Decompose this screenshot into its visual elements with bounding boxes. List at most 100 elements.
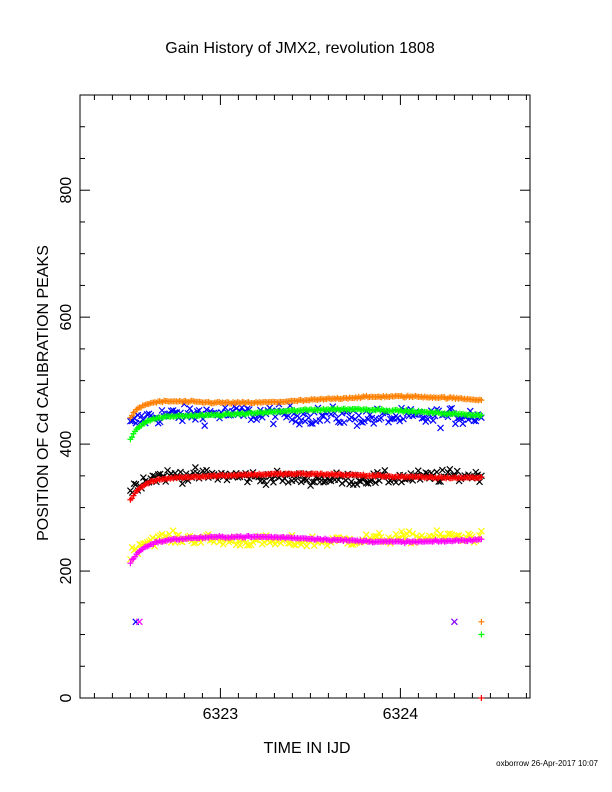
series-1-point bbox=[392, 478, 400, 486]
outlier-point bbox=[450, 618, 458, 626]
series-0-point bbox=[472, 417, 480, 425]
series-1-point bbox=[154, 471, 162, 478]
series-1-point bbox=[177, 468, 184, 476]
series-1-point bbox=[446, 465, 454, 473]
series-2-point bbox=[448, 531, 456, 539]
series-0-point bbox=[360, 417, 368, 425]
series-2-point bbox=[398, 528, 405, 536]
series-2-point bbox=[169, 527, 177, 535]
axis-tick-labels: 0 200 400 600 800 6323 6324 bbox=[58, 177, 418, 723]
series-0-point bbox=[399, 415, 407, 423]
y-tick-label: 400 bbox=[58, 431, 75, 458]
series-0-point bbox=[308, 420, 316, 428]
series-2-point bbox=[158, 530, 166, 538]
series-1-point bbox=[347, 478, 355, 486]
series-1-point bbox=[262, 481, 270, 489]
series-0-point bbox=[288, 416, 296, 424]
series-1-point bbox=[132, 480, 140, 488]
x-tick-label: 6324 bbox=[383, 706, 419, 723]
y-tick-label: 0 bbox=[58, 693, 75, 702]
series-1-point bbox=[438, 466, 446, 474]
series-0-point bbox=[334, 418, 342, 426]
series-1-point bbox=[321, 478, 329, 486]
series-0-point bbox=[295, 420, 303, 428]
series-1-point bbox=[284, 478, 292, 486]
series-1-point bbox=[178, 480, 186, 488]
series-2-point bbox=[284, 539, 292, 547]
series-1-point bbox=[362, 479, 370, 487]
footer-stamp: oxborrow 26-Apr-2017 10:07 bbox=[496, 759, 598, 768]
series-1-point bbox=[366, 477, 374, 485]
series-1-point bbox=[308, 478, 316, 486]
series-0-point bbox=[459, 420, 467, 428]
series-1-point bbox=[191, 464, 199, 471]
y-tick-label: 800 bbox=[58, 177, 75, 204]
axis-ticks bbox=[80, 95, 530, 699]
series-1-point bbox=[130, 480, 138, 488]
series-1-point bbox=[372, 479, 379, 487]
series-0-point bbox=[138, 412, 145, 420]
series-6-point bbox=[127, 560, 134, 567]
series-0-point bbox=[451, 420, 459, 428]
series-0-point bbox=[203, 406, 210, 414]
series-0-point bbox=[420, 414, 428, 422]
series-0-point bbox=[201, 422, 209, 430]
series-0-point bbox=[221, 404, 229, 412]
series-3-point bbox=[478, 397, 485, 404]
data-points bbox=[126, 392, 485, 701]
series-2-point bbox=[236, 541, 244, 549]
series-1-point bbox=[269, 478, 277, 486]
series-0-point bbox=[437, 424, 444, 432]
series-0-point bbox=[316, 417, 324, 424]
series-0-point bbox=[307, 420, 314, 427]
series-2-point bbox=[446, 530, 454, 538]
series-2-point bbox=[405, 527, 413, 535]
series-0-point bbox=[253, 416, 261, 424]
series-1-point bbox=[310, 478, 318, 486]
plot-frame bbox=[79, 94, 531, 699]
series-0-point bbox=[388, 415, 396, 423]
series-0-point bbox=[232, 405, 240, 413]
y-tick-label: 600 bbox=[58, 304, 75, 331]
series-0-point bbox=[347, 413, 355, 421]
series-2-point bbox=[286, 539, 294, 547]
series-0-point bbox=[292, 418, 300, 426]
outlier-point bbox=[135, 618, 143, 626]
series-0-point bbox=[424, 415, 431, 423]
series-0-point bbox=[364, 415, 372, 423]
series-1-point bbox=[139, 474, 147, 481]
series-0-point bbox=[167, 407, 175, 415]
series-1-point bbox=[303, 476, 311, 484]
series-0-point bbox=[396, 417, 404, 425]
series-0-point bbox=[394, 414, 402, 422]
series-1-point bbox=[398, 478, 405, 486]
series-0-point bbox=[446, 405, 454, 413]
series-2-point bbox=[375, 529, 383, 537]
outlier-point bbox=[478, 618, 485, 625]
series-0-point bbox=[158, 406, 166, 414]
series-1-point bbox=[260, 477, 268, 485]
series-2-point bbox=[219, 540, 227, 548]
outlier-point bbox=[478, 631, 485, 638]
series-0-point bbox=[305, 414, 313, 422]
series-0-point bbox=[429, 417, 437, 425]
series-1-point bbox=[433, 468, 441, 476]
series-2-point bbox=[409, 530, 417, 538]
series-0-point bbox=[340, 419, 348, 426]
series-1-point bbox=[292, 476, 300, 484]
series-2-point bbox=[290, 541, 298, 548]
series-1-point bbox=[355, 477, 363, 485]
series-1-point bbox=[414, 467, 422, 475]
series-5-point bbox=[478, 474, 485, 481]
series-2-point bbox=[399, 531, 407, 539]
series-0-point bbox=[323, 416, 331, 424]
series-0-point bbox=[186, 405, 194, 412]
series-0-point bbox=[377, 414, 385, 422]
series-6-point bbox=[478, 536, 485, 543]
x-tick-label: 6323 bbox=[203, 706, 239, 723]
series-0-point bbox=[470, 417, 478, 425]
series-1-point bbox=[453, 467, 461, 475]
series-1-point bbox=[381, 467, 389, 474]
series-3-point bbox=[128, 412, 135, 419]
